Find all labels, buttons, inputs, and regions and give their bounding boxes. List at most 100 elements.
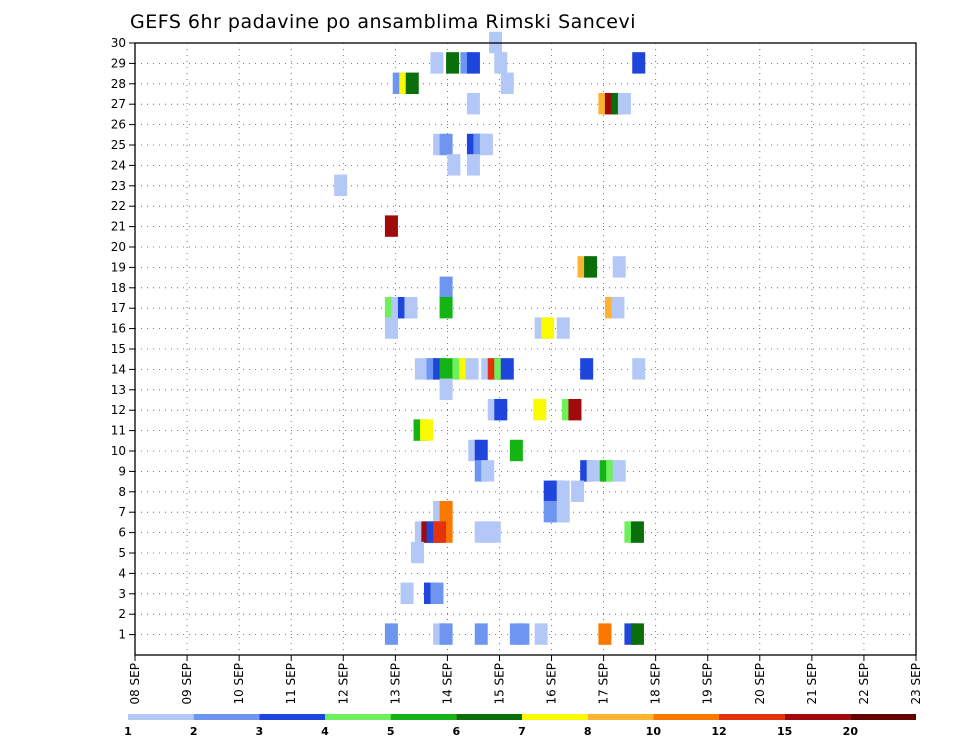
x-tick-label: 17 SEP — [597, 663, 611, 705]
x-tick-label: 12 SEP — [336, 663, 350, 705]
y-tick-label: 7 — [118, 505, 126, 519]
legend-swatch — [193, 714, 260, 720]
precip-cell — [439, 623, 453, 645]
precip-cell — [466, 92, 480, 115]
y-tick-label: 21 — [111, 220, 126, 234]
y-tick-label: 20 — [111, 240, 126, 254]
precip-cell — [430, 582, 444, 604]
x-tick-label: 08 SEP — [128, 663, 142, 705]
precip-cell — [439, 500, 453, 523]
x-tick-label: 10 SEP — [232, 663, 246, 705]
legend-label: 6 — [453, 725, 461, 738]
legend-swatch — [390, 714, 457, 720]
y-tick-label: 10 — [111, 444, 126, 458]
precip-cell — [509, 439, 523, 462]
y-tick-label: 15 — [111, 342, 126, 356]
y-tick-label: 26 — [111, 118, 126, 132]
y-tick-label: 18 — [111, 281, 126, 295]
precip-cell — [439, 296, 453, 319]
precip-cell — [494, 52, 508, 74]
legend-swatch — [325, 714, 391, 720]
precip-cell — [479, 133, 493, 156]
precip-cell — [439, 133, 453, 156]
legend-label: 4 — [321, 725, 329, 738]
precip-cell — [384, 317, 398, 339]
y-axis-ticks: 1234567891011121314151617181920212223242… — [111, 36, 135, 642]
y-tick-label: 28 — [111, 77, 126, 91]
x-tick-label: 15 SEP — [492, 663, 506, 705]
color-legend: 1 2 3 4 5 6 7 8 10 12 15 20 — [124, 714, 916, 738]
legend-label: 3 — [256, 725, 264, 738]
precip-cell — [439, 378, 453, 400]
precip-cell — [568, 398, 582, 421]
x-tick-label: 18 SEP — [649, 663, 663, 705]
precip-cell — [617, 92, 631, 115]
precip-cell — [580, 358, 594, 380]
precip-cell — [384, 215, 398, 237]
y-tick-label: 30 — [111, 36, 126, 50]
legend-label: 10 — [646, 725, 662, 738]
y-tick-label: 3 — [118, 587, 126, 601]
chart-title: GEFS 6hr padavine po ansamblima Rimski S… — [130, 11, 636, 33]
y-tick-label: 2 — [118, 607, 126, 621]
precip-cell — [420, 419, 434, 441]
precip-cell — [630, 623, 644, 645]
legend-label: 5 — [387, 725, 395, 738]
precip-cell — [466, 52, 480, 74]
precip-cell — [465, 358, 479, 380]
precip-cell — [487, 521, 501, 543]
precip-cell — [534, 623, 548, 645]
precip-cell — [556, 500, 570, 523]
precip-cell — [439, 358, 453, 380]
precip-cell — [556, 480, 570, 502]
x-tick-label: 09 SEP — [180, 663, 194, 705]
y-tick-label: 29 — [111, 56, 126, 70]
legend-swatch — [456, 714, 522, 720]
legend-swatch — [784, 714, 851, 720]
legend-swatch — [522, 714, 588, 720]
y-tick-label: 25 — [111, 138, 126, 152]
y-tick-label: 8 — [118, 485, 126, 499]
x-tick-label: 13 SEP — [388, 663, 402, 705]
legend-swatch — [128, 714, 194, 720]
y-tick-label: 4 — [118, 566, 126, 580]
precip-cell — [611, 296, 625, 319]
precip-cell — [446, 52, 460, 74]
y-tick-label: 23 — [111, 179, 126, 193]
precip-cell — [384, 623, 398, 645]
x-tick-label: 23 SEP — [909, 663, 923, 705]
x-tick-label: 14 SEP — [440, 663, 454, 705]
precip-cell — [632, 358, 646, 380]
legend-swatch — [653, 714, 719, 720]
precip-cell — [571, 480, 585, 502]
y-tick-label: 12 — [111, 403, 126, 417]
precip-cell — [533, 398, 547, 421]
precip-cell — [405, 72, 419, 94]
y-tick-label: 6 — [118, 526, 126, 540]
y-tick-label: 19 — [111, 260, 126, 274]
y-tick-label: 17 — [111, 301, 126, 315]
y-tick-label: 27 — [111, 97, 126, 111]
x-tick-label: 21 SEP — [805, 663, 819, 705]
y-tick-label: 13 — [111, 383, 126, 397]
x-tick-label: 11 SEP — [284, 663, 298, 705]
precip-cell — [334, 174, 348, 196]
legend-label: 8 — [584, 725, 592, 738]
legend-swatch — [259, 714, 325, 720]
legend-swatch — [850, 714, 916, 720]
precip-cell — [410, 541, 424, 564]
x-tick-label: 20 SEP — [753, 663, 767, 705]
y-tick-label: 1 — [118, 628, 126, 642]
precip-cell — [612, 460, 626, 482]
precip-cell — [630, 521, 644, 543]
precip-cell — [474, 439, 488, 462]
precip-cell — [430, 52, 444, 74]
precip-cell — [584, 256, 598, 278]
precip-cell — [541, 317, 555, 339]
y-tick-label: 9 — [118, 464, 126, 478]
x-axis-ticks: 08 SEP 09 SEP 10 SEP 11 SEP 12 SEP 13 SEP 14 S… — [128, 655, 923, 705]
grid-lines — [135, 42, 916, 655]
y-tick-label: 14 — [111, 362, 126, 376]
y-tick-label: 16 — [111, 322, 126, 336]
